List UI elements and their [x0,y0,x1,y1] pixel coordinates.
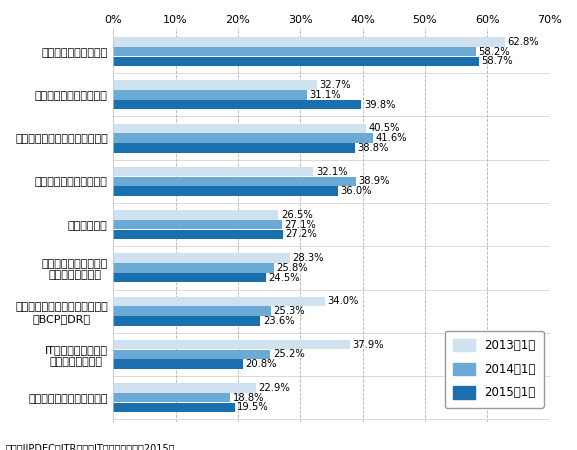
Text: 25.3%: 25.3% [273,306,305,316]
Bar [113,360,243,369]
Text: 58.7%: 58.7% [482,56,514,66]
Text: 32.7%: 32.7% [320,80,351,90]
Bar [113,306,271,316]
Text: 36.0%: 36.0% [340,186,372,196]
Bar [113,393,230,402]
Bar [113,383,256,393]
Bar [113,220,282,230]
Text: 31.1%: 31.1% [310,90,341,100]
Bar [113,124,366,133]
Bar [113,47,476,56]
Text: 27.2%: 27.2% [286,230,317,239]
Bar [113,403,235,412]
Bar [113,81,317,90]
Text: 38.9%: 38.9% [358,176,390,186]
Text: 24.5%: 24.5% [268,273,300,283]
Bar [113,100,361,109]
Legend: 2013年1月, 2014年1月, 2015年1月: 2013年1月, 2014年1月, 2015年1月 [445,331,544,408]
Bar [113,167,313,176]
Bar [113,143,355,153]
Bar [113,176,356,186]
Text: 27.1%: 27.1% [284,220,316,230]
Bar [113,186,338,196]
Bar [113,263,274,273]
Bar [113,316,260,326]
Text: 39.8%: 39.8% [364,99,395,110]
Bar [113,230,283,239]
Bar [113,340,350,350]
Text: 25.2%: 25.2% [273,350,305,360]
Bar [113,37,505,47]
Text: 出典：JIPDEC／ITR「企業IT利活用動向調査2015」: 出典：JIPDEC／ITR「企業IT利活用動向調査2015」 [6,445,175,450]
Text: 26.5%: 26.5% [281,210,313,220]
Bar [113,57,479,66]
Text: 25.8%: 25.8% [276,263,308,273]
Bar [113,210,279,220]
Text: 34.0%: 34.0% [328,297,359,306]
Bar [113,273,266,283]
Text: 38.8%: 38.8% [358,143,389,153]
Text: 32.1%: 32.1% [316,166,347,177]
Text: 62.8%: 62.8% [507,37,539,47]
Text: 22.9%: 22.9% [258,383,290,393]
Bar [113,90,307,99]
Bar [113,133,373,143]
Text: 37.9%: 37.9% [352,340,384,350]
Text: 28.3%: 28.3% [292,253,324,263]
Bar [113,350,271,359]
Text: 58.2%: 58.2% [478,46,510,57]
Text: 18.8%: 18.8% [233,393,264,403]
Text: 23.6%: 23.6% [263,316,294,326]
Text: 40.5%: 40.5% [368,123,400,133]
Text: 41.6%: 41.6% [375,133,407,143]
Bar [113,253,290,263]
Bar [113,297,325,306]
Text: 19.5%: 19.5% [237,402,269,413]
Text: 20.8%: 20.8% [245,359,277,369]
